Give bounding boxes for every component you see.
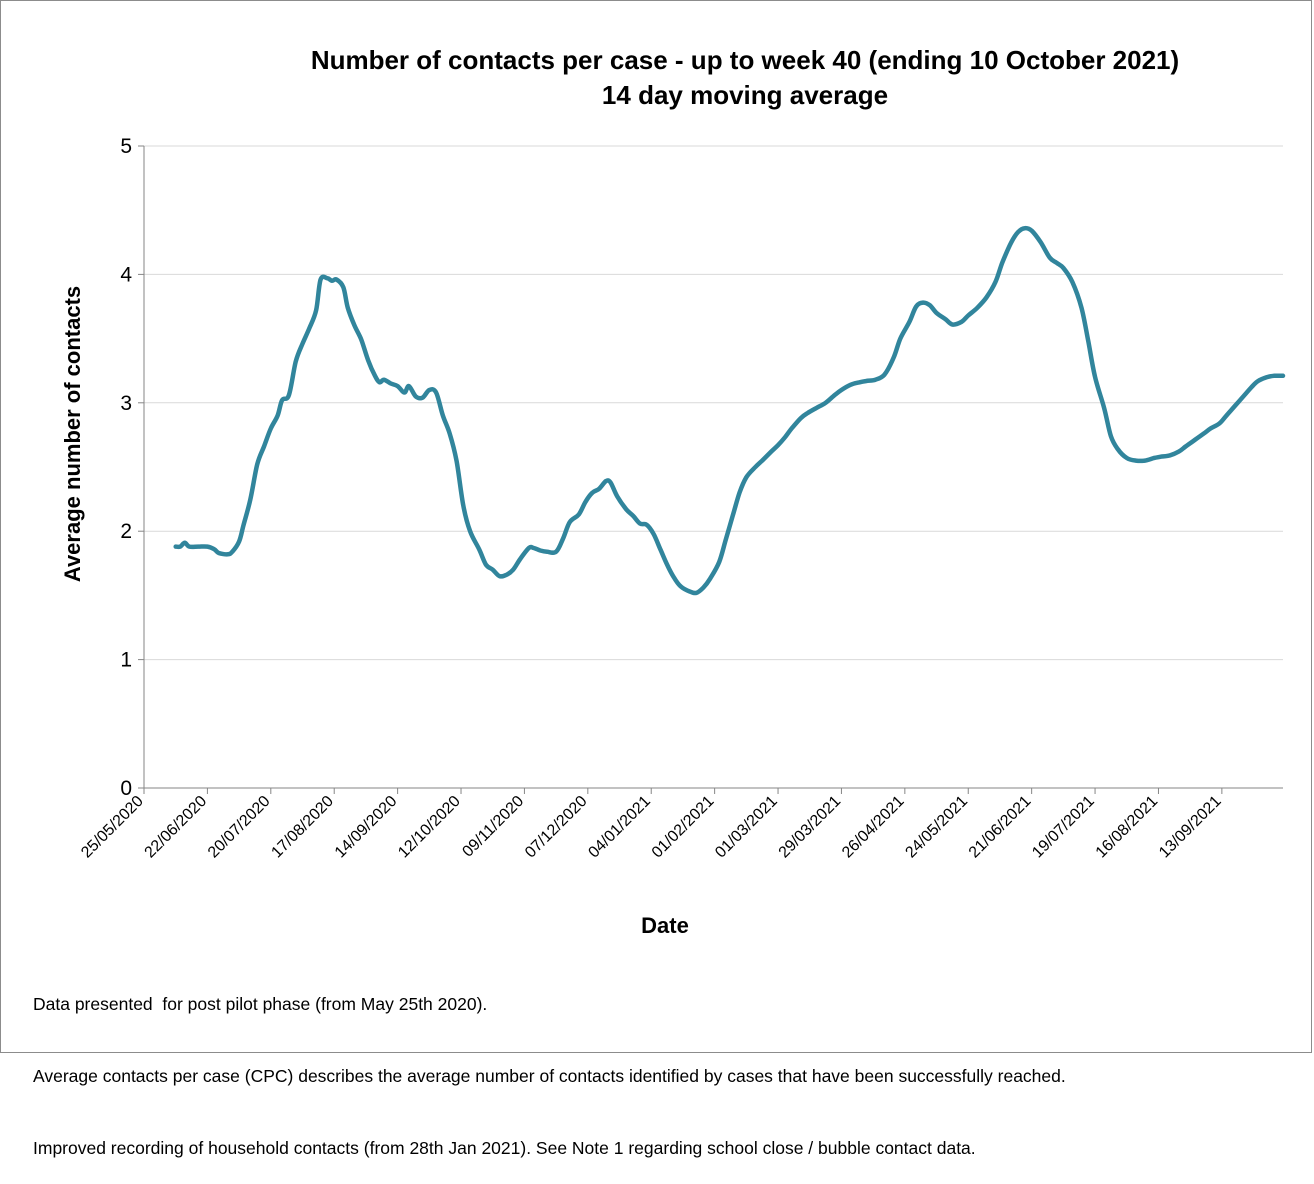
y-tick-label: 1	[120, 649, 132, 672]
x-tick-label: 07/12/2020	[522, 793, 591, 862]
series-line-contacts-per-case	[173, 225, 1286, 596]
x-tick-label: 01/02/2021	[649, 793, 718, 862]
y-tick-label: 0	[120, 777, 132, 800]
y-axis-title: Average number of contacts	[60, 286, 85, 582]
x-tick-label: 19/07/2021	[1029, 793, 1098, 862]
y-tick-labels: 0 1 2 3 4 5	[120, 135, 132, 800]
x-tick-label: 01/03/2021	[712, 793, 781, 862]
x-tick-labels: 25/05/202022/06/202020/07/202017/08/2020…	[78, 793, 1225, 862]
chart-subtitle: 14 day moving average	[602, 80, 888, 110]
x-tick-label: 25/05/2020	[78, 793, 147, 862]
x-tick-label: 22/06/2020	[142, 793, 211, 862]
x-tick-label: 20/07/2020	[205, 793, 274, 862]
note-line: Average contacts per case (CPC) describe…	[33, 1066, 1066, 1086]
chart-notes: Data presented for post pilot phase (fro…	[33, 944, 1308, 1184]
x-tick-label: 21/06/2021	[966, 793, 1035, 862]
y-tick-label: 3	[120, 392, 132, 415]
x-tick-label: 26/04/2021	[839, 793, 908, 862]
note-line: Improved recording of household contacts…	[33, 1138, 976, 1158]
gridlines	[144, 145, 1283, 661]
x-tick-label: 12/10/2020	[395, 793, 464, 862]
note-line: Data presented for post pilot phase (fro…	[33, 994, 488, 1014]
x-tick-label: 14/09/2020	[332, 793, 401, 862]
x-tick-label: 24/05/2021	[902, 793, 971, 862]
line-chart: Number of contacts per case - up to week…	[60, 45, 1286, 938]
x-tick-label: 04/01/2021	[585, 793, 654, 862]
y-tick-label: 4	[120, 263, 132, 286]
y-tick-label: 5	[120, 135, 132, 158]
x-tick-label: 17/08/2020	[268, 793, 337, 862]
x-tick-label: 29/03/2021	[776, 793, 845, 862]
axes	[138, 145, 1283, 794]
x-tick-label: 09/11/2020	[459, 793, 527, 861]
x-axis-title: Date	[641, 913, 689, 938]
series-layer	[173, 225, 1286, 596]
x-tick-label: 13/09/2021	[1156, 793, 1225, 862]
chart-frame	[0, 0, 1312, 1053]
y-tick-label: 2	[120, 520, 132, 543]
x-tick-label: 16/08/2021	[1093, 793, 1162, 862]
chart-title: Number of contacts per case - up to week…	[311, 45, 1179, 75]
